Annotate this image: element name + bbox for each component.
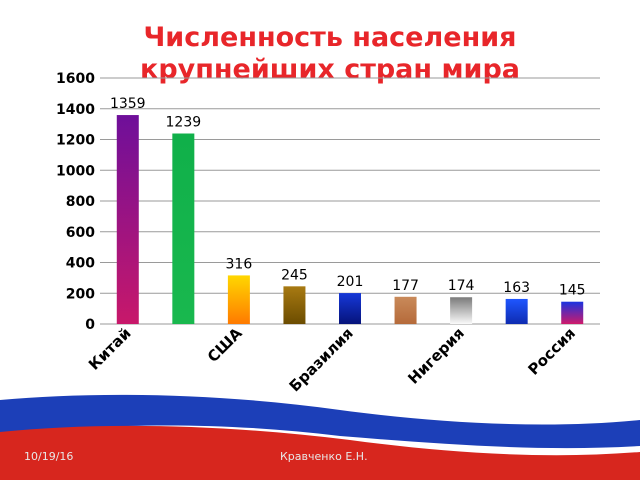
data-label: 174 (448, 278, 475, 294)
bar (116, 115, 139, 325)
data-label: 177 (392, 278, 419, 294)
y-tick-label: 400 (66, 256, 95, 272)
chart-title: Численность населения крупнейших стран м… (140, 22, 520, 85)
x-category-label: Бразилия (286, 324, 357, 395)
footer-date: 10/19/16 (24, 450, 74, 463)
flag-ribbon (0, 383, 640, 480)
bar (561, 301, 584, 324)
flag-stripe-blue (0, 394, 640, 449)
footer-author: Кравченко Е.Н. (280, 450, 368, 463)
data-label: 145 (559, 283, 586, 299)
data-label: 201 (337, 274, 364, 290)
data-label: 316 (226, 256, 253, 272)
data-label: 1239 (166, 115, 202, 131)
y-tick-label: 1200 (56, 133, 95, 149)
data-label: 1359 (110, 96, 146, 112)
y-tick-label: 1400 (56, 102, 95, 118)
y-tick-label: 1600 (56, 71, 95, 87)
x-category-label: Нигерия (404, 324, 468, 388)
bar (394, 296, 417, 324)
data-label: 163 (503, 280, 530, 296)
y-tick-label: 1000 (56, 163, 95, 179)
flag-stripe-red (0, 425, 640, 480)
bar (227, 275, 250, 324)
x-category-label: Россия (524, 324, 579, 379)
y-tick-label: 200 (66, 286, 95, 302)
y-tick-label: 0 (85, 317, 95, 333)
y-tick-label: 800 (66, 194, 95, 210)
bar (450, 297, 473, 324)
bar (505, 298, 528, 324)
bar (172, 133, 195, 324)
x-category-label: США (204, 324, 246, 366)
flag-stripe-white (0, 383, 640, 421)
data-label: 245 (281, 267, 308, 283)
bar (339, 293, 361, 324)
bar (283, 286, 306, 324)
y-tick-label: 600 (66, 225, 95, 241)
